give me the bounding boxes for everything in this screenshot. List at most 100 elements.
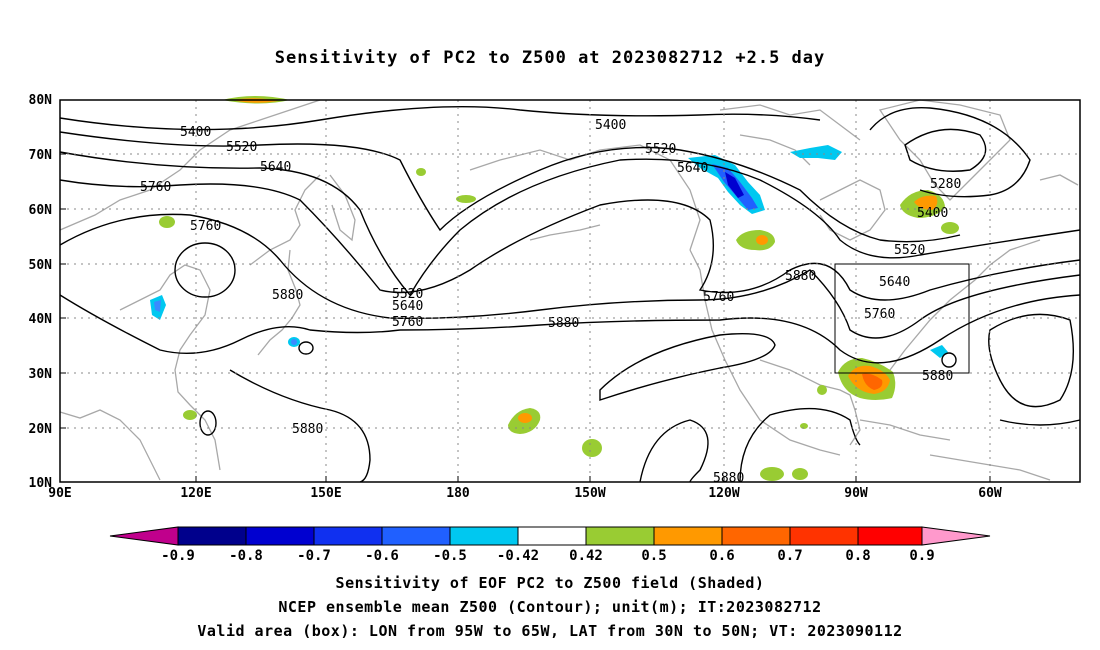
map-frame	[59, 99, 1081, 483]
contour-label-15: 5880	[292, 422, 323, 437]
colorbar-swatch-3	[313, 526, 383, 546]
shade-positive-3	[456, 195, 476, 203]
contour-label-18: 5280	[930, 177, 961, 192]
lat-label-50N: 50N	[29, 258, 53, 273]
colorbar-label-0: -0.9	[161, 548, 195, 564]
lat-label-60N: 60N	[29, 203, 53, 218]
colorbar-swatch-11	[857, 526, 923, 546]
contour-label-0: 5400	[180, 125, 211, 140]
contour-label-2: 5640	[260, 160, 291, 175]
shade-negative-6	[725, 172, 744, 198]
colorbar	[109, 526, 991, 546]
colorbar-swatch-10	[789, 526, 859, 546]
colorbar-labels: -0.9 -0.8 -0.7 -0.6 -0.5 -0.42 0.42 0.5 …	[161, 548, 935, 564]
caption-contour: NCEP ensemble mean Z500 (Contour); unit(…	[278, 598, 822, 616]
shade-negative-3	[291, 339, 297, 345]
lat-label-70N: 70N	[29, 148, 53, 163]
caption-shading: Sensitivity of EOF PC2 to Z500 field (Sh…	[335, 574, 765, 592]
contour-label-22: 5760	[864, 307, 895, 322]
lon-label-60W: 60W	[978, 486, 1002, 501]
ticks	[60, 153, 991, 482]
shade-negative-1	[154, 300, 161, 312]
lat-label-80N: 80N	[29, 93, 53, 108]
colorbar-label-8: 0.6	[709, 548, 734, 564]
contour-label-19: 5400	[917, 206, 948, 221]
shade-positive-4	[416, 168, 426, 176]
contour-label-5: 5880	[272, 288, 303, 303]
contour-label-4: 5760	[190, 219, 221, 234]
lon-label-120E: 120E	[180, 486, 211, 501]
shade-negative-7	[790, 145, 842, 160]
colorbar-label-6: 0.42	[569, 548, 603, 564]
shade-positive-17	[760, 467, 784, 481]
colorbar-swatch-7	[585, 526, 655, 546]
contour-label-16: 5880	[713, 471, 744, 486]
contour-label-12: 5880	[548, 316, 579, 331]
contour-label-21: 5640	[879, 275, 910, 290]
sensitivity-shading	[150, 96, 959, 481]
shade-positive-16	[862, 373, 883, 390]
colorbar-label-5: -0.42	[497, 548, 539, 564]
colorbar-swatch-2	[245, 526, 315, 546]
colorbar-swatch-8	[653, 526, 723, 546]
colorbar-label-4: -0.5	[433, 548, 467, 564]
lat-label-40N: 40N	[29, 312, 53, 327]
contour-label-13: 5760	[703, 290, 734, 305]
colorbar-label-11: 0.9	[909, 548, 934, 564]
contour-label-17: 5880	[922, 369, 953, 384]
colorbar-swatch-4	[381, 526, 451, 546]
colorbar-swatch-9	[721, 526, 791, 546]
graticule	[60, 100, 1080, 482]
colorbar-label-10: 0.8	[845, 548, 870, 564]
colorbar-label-7: 0.5	[641, 548, 666, 564]
contour-label-11: 5640	[677, 161, 708, 176]
lat-labels: 80N 70N 60N 50N 40N 30N 20N 10N	[29, 93, 53, 491]
contour-label-20: 5520	[894, 243, 925, 258]
shade-positive-12	[914, 195, 938, 210]
colorbar-high-triangle	[921, 526, 991, 546]
lon-label-180: 180	[446, 486, 470, 501]
shade-positive-5	[183, 410, 197, 420]
lon-label-120W: 120W	[708, 486, 739, 501]
contour-label-10: 5520	[645, 142, 676, 157]
shade-positive-10	[756, 235, 768, 245]
contour-label-8: 5760	[392, 315, 423, 330]
contour-label-6: 5520	[392, 287, 423, 302]
contour-label-1: 5520	[226, 140, 257, 155]
colorbar-swatch-5	[449, 526, 519, 546]
caption-valid-area: Valid area (box): LON from 95W to 65W, L…	[197, 622, 903, 640]
z500-contours	[59, 105, 1081, 483]
colorbar-swatch-1	[177, 526, 247, 546]
colorbar-low-triangle	[109, 526, 179, 546]
shade-positive-13	[941, 222, 959, 234]
contour-label-14: 5880	[785, 269, 816, 284]
shade-positive-7	[518, 413, 532, 423]
shade-positive-19	[817, 385, 827, 395]
coastlines	[59, 99, 1079, 481]
colorbar-label-3: -0.6	[365, 548, 399, 564]
colorbar-swatch-6	[517, 526, 587, 546]
shade-positive-2	[159, 216, 175, 228]
shade-positive-18	[792, 468, 808, 480]
lat-label-20N: 20N	[29, 422, 53, 437]
valid-area-box	[834, 263, 970, 374]
lon-label-150W: 150W	[574, 486, 605, 501]
lat-label-10N: 10N	[29, 476, 53, 491]
shade-positive-8	[582, 439, 602, 457]
colorbar-label-2: -0.7	[297, 548, 331, 564]
shade-negative-8	[930, 345, 948, 358]
colorbar-label-9: 0.7	[777, 548, 802, 564]
colorbar-label-1: -0.8	[229, 548, 263, 564]
contour-label-7: 5640	[392, 299, 423, 314]
contour-labels: 5400 5520 5640 5760 5760 5880 5520 5640 …	[140, 118, 961, 486]
lon-label-90W: 90W	[844, 486, 868, 501]
contour-label-3: 5760	[140, 180, 171, 195]
lat-label-30N: 30N	[29, 367, 53, 382]
lon-label-150E: 150E	[310, 486, 341, 501]
contour-label-9: 5400	[595, 118, 626, 133]
lon-labels: 90E 120E 150E 180 150W 120W 90W 60W	[48, 486, 1002, 501]
shade-positive-9	[736, 230, 775, 251]
map-title: Sensitivity of PC2 to Z500 at 2023082712…	[274, 48, 826, 68]
lon-label-90E: 90E	[48, 486, 71, 501]
